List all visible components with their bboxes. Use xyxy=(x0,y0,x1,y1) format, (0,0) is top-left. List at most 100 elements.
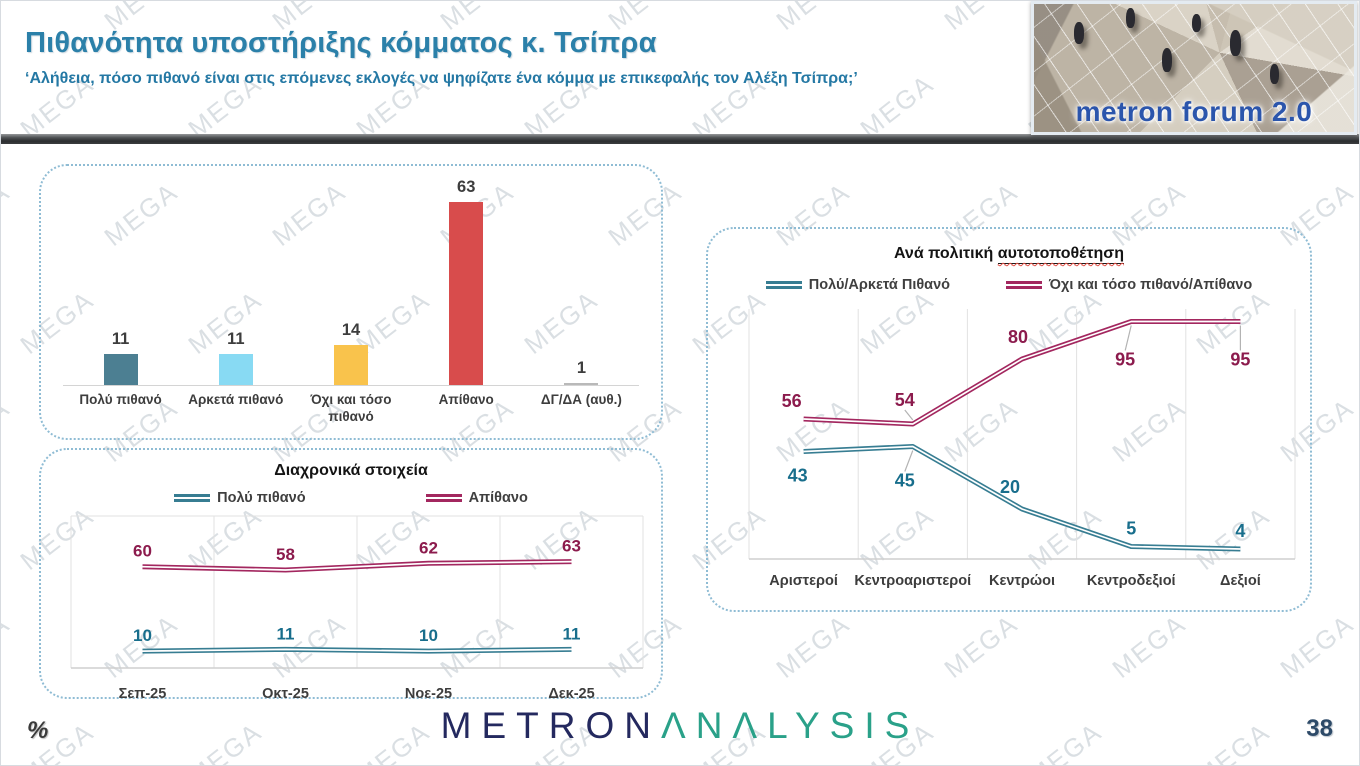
bar xyxy=(334,345,368,386)
bar-chart-categories: Πολύ πιθανό Αρκετά πιθανό Όχι και τόσο πιθ… xyxy=(63,392,639,426)
brand-analysis-text: ΛNΛLYSIS xyxy=(661,705,920,746)
x-axis-line xyxy=(63,385,639,386)
svg-text:11: 11 xyxy=(563,624,581,643)
legend-label: Πολύ/Αρκετά Πιθανό xyxy=(808,277,951,293)
person-figure xyxy=(1192,14,1201,32)
bar xyxy=(564,383,599,386)
metron-analysis-logo: METRONΛNΛLYSIS xyxy=(1,705,1359,747)
bar xyxy=(449,201,484,386)
header-separator-bar xyxy=(1,134,1359,144)
svg-text:Νοε-25: Νοε-25 xyxy=(405,686,452,702)
bar-column: 63 xyxy=(409,174,524,386)
svg-text:10: 10 xyxy=(419,626,438,645)
svg-text:60: 60 xyxy=(133,542,152,561)
svg-text:10: 10 xyxy=(133,626,152,645)
svg-text:Κεντρώοι: Κεντρώοι xyxy=(989,573,1055,589)
svg-text:62: 62 xyxy=(419,538,438,557)
watermark: MEGA xyxy=(1358,284,1359,360)
legend-label: Πολύ πιθανό xyxy=(217,490,306,506)
person-figure xyxy=(1162,48,1172,72)
legend-swatch xyxy=(765,281,802,289)
bar-value-label: 1 xyxy=(576,359,586,378)
svg-text:Αριστεροί: Αριστεροί xyxy=(769,573,838,589)
svg-text:4: 4 xyxy=(1235,521,1245,541)
brand-metron-text: METRON xyxy=(440,705,661,746)
svg-text:Κεντροαριστεροί: Κεντροαριστεροί xyxy=(854,573,971,589)
metron-forum-logo: metron forum 2.0 xyxy=(1031,1,1357,135)
legend-item: Απίθανο xyxy=(425,490,528,506)
x-axis-label: Αρκετά πιθανό xyxy=(188,392,284,407)
watermark: MEGA xyxy=(1,392,16,468)
person-figure xyxy=(1270,64,1279,84)
bar-column: 11 xyxy=(178,174,293,386)
bar xyxy=(103,353,138,386)
chart-legend: Πολύ πιθανό Απίθανο xyxy=(41,490,661,506)
bar-column: 11 xyxy=(63,174,178,386)
bar-value-label: 11 xyxy=(227,329,245,348)
svg-text:Σεπ-25: Σεπ-25 xyxy=(119,686,167,702)
bar-value-label: 14 xyxy=(341,321,361,339)
chart-title-prefix: Ανά πολιτική xyxy=(893,245,998,262)
watermark: MEGA xyxy=(938,608,1024,684)
person-figure xyxy=(1230,30,1241,56)
legend-item: Πολύ/Αρκετά Πιθανό xyxy=(765,277,951,293)
svg-text:20: 20 xyxy=(1000,477,1020,497)
watermark: MEGA xyxy=(1358,500,1359,576)
watermark: MEGA xyxy=(1274,608,1359,684)
metron-forum-logo-text: metron forum 2.0 xyxy=(1075,96,1313,127)
chart-title-underlined-word: αυτοτοποθέτηση xyxy=(997,245,1125,264)
svg-text:58: 58 xyxy=(276,545,295,564)
svg-text:5: 5 xyxy=(1126,519,1136,539)
legend-item: Πολύ πιθανό xyxy=(174,490,306,506)
x-axis-label: Πολύ πιθανό xyxy=(79,392,162,407)
timeline-chart-panel: Διαχρονικά στοιχεία Πολύ πιθανό Απίθανο 1… xyxy=(39,448,663,702)
legend-label: Απίθανο xyxy=(468,490,528,506)
legend-swatch xyxy=(174,494,211,502)
page-subtitle: ‘Αλήθεια, πόσο πιθανό είναι στις επόμενε… xyxy=(25,70,858,87)
probability-bar-chart-panel: 11 11 14 63 1 Πολύ πιθανό Αρκετά πιθανό Όχι κα… xyxy=(39,164,663,440)
person-figure xyxy=(1074,22,1084,44)
political-position-chart-panel: Ανά πολιτική αυτοτοποθέτηση Πολύ/Αρκετά … xyxy=(706,227,1312,612)
page-number: 38 xyxy=(1306,715,1333,742)
svg-text:Δεξιοί: Δεξιοί xyxy=(1220,573,1261,589)
svg-text:43: 43 xyxy=(788,466,808,486)
bar-column: 14 xyxy=(293,174,408,386)
legend-swatch xyxy=(425,494,462,502)
x-axis-label: Απίθανο xyxy=(438,392,494,407)
svg-text:54: 54 xyxy=(895,390,915,410)
timeline-line-chart: 10 11 10 11 60 58 62 63 Σεπ-25 Οκτ-25 Νοε-25 Δεκ-25 xyxy=(70,515,644,702)
legend-swatch xyxy=(1006,281,1043,289)
watermark: MEGA xyxy=(770,608,856,684)
svg-text:Οκτ-25: Οκτ-25 xyxy=(262,686,309,702)
watermark: MEGA xyxy=(1,608,16,684)
bar xyxy=(218,353,253,386)
svg-text:63: 63 xyxy=(562,537,581,556)
x-axis-label: ΔΓ/ΔΑ (αυθ.) xyxy=(540,392,622,407)
percent-unit-label: % xyxy=(27,717,49,744)
bar-column: 1 xyxy=(524,174,639,386)
svg-text:95: 95 xyxy=(1115,350,1135,370)
bar-value-label: 11 xyxy=(111,329,130,348)
svg-text:56: 56 xyxy=(782,391,802,411)
bar-chart: 11 11 14 63 1 xyxy=(63,174,639,386)
bar-value-label: 63 xyxy=(457,177,476,196)
chart-legend: Πολύ/Αρκετά Πιθανό Όχι και τόσο πιθανό/Απ… xyxy=(708,277,1310,293)
watermark: MEGA xyxy=(1106,608,1192,684)
svg-text:Δεκ-25: Δεκ-25 xyxy=(548,686,594,702)
x-axis-label: Όχι και τόσο πιθανό xyxy=(310,392,392,424)
header: Πιθανότητα υποστήριξης κόμματος κ. Τσίπρ… xyxy=(25,27,1005,90)
legend-item: Όχι και τόσο πιθανό/Απίθανο xyxy=(1006,277,1252,293)
page-title: Πιθανότητα υποστήριξης κόμματος κ. Τσίπρ… xyxy=(25,27,657,59)
svg-text:45: 45 xyxy=(895,471,915,491)
chart-title: Διαχρονικά στοιχεία xyxy=(274,462,428,479)
legend-label: Όχι και τόσο πιθανό/Απίθανο xyxy=(1049,277,1253,293)
svg-text:80: 80 xyxy=(1008,327,1028,347)
chart-title: Ανά πολιτική αυτοτοποθέτηση xyxy=(708,245,1310,264)
person-figure xyxy=(1126,8,1135,28)
svg-text:Κεντροδεξιοί: Κεντροδεξιοί xyxy=(1087,573,1176,589)
svg-text:95: 95 xyxy=(1230,350,1250,370)
svg-text:11: 11 xyxy=(277,624,295,643)
watermark: MEGA xyxy=(1,176,16,252)
